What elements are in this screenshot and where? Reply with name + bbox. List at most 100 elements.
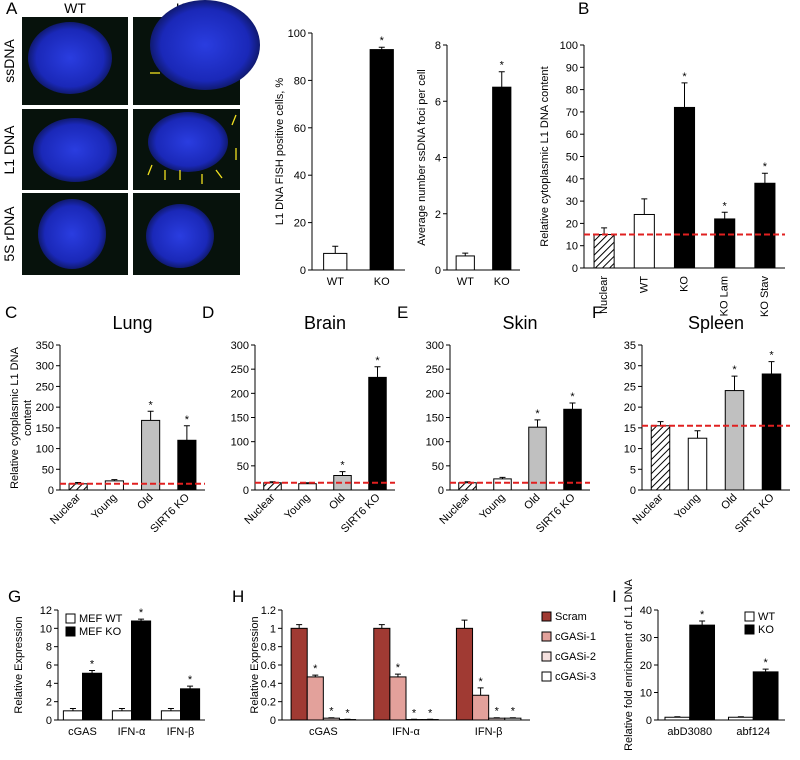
error-bar bbox=[731, 375, 738, 391]
error-bar bbox=[187, 685, 194, 689]
x-tick-label: IFN-β bbox=[475, 726, 503, 738]
bar bbox=[493, 478, 512, 491]
panel-letter: B bbox=[578, 0, 589, 18]
bar bbox=[633, 213, 655, 269]
y-tick-label: 90 bbox=[566, 62, 578, 74]
error-bar bbox=[183, 425, 190, 441]
error-bar bbox=[674, 716, 681, 718]
y-tick-label: 20 bbox=[640, 660, 652, 672]
x-tick-label: SIRT6 KO bbox=[148, 491, 192, 535]
y-tick-label: 40 bbox=[294, 170, 306, 182]
error-bar bbox=[641, 198, 648, 215]
bar bbox=[141, 419, 161, 491]
legend-label: Scram bbox=[555, 611, 587, 623]
x-tick-label: Old bbox=[719, 492, 740, 513]
significance: * bbox=[329, 706, 334, 718]
panel-letter: G bbox=[8, 587, 21, 606]
nucleus bbox=[148, 112, 228, 172]
x-tick-label: Young bbox=[477, 492, 507, 522]
y-axis-label: Average number ssDNA foci per cell bbox=[416, 69, 428, 246]
y-tick-label: 50 bbox=[237, 461, 249, 473]
error-bar bbox=[394, 673, 401, 677]
panel-letter: H bbox=[232, 587, 244, 606]
y-tick-label: 300 bbox=[36, 361, 54, 373]
y-tick-label: 0.2 bbox=[261, 697, 276, 709]
significance: * bbox=[148, 399, 153, 411]
error-bar bbox=[569, 402, 576, 410]
arrows bbox=[147, 72, 237, 184]
bar bbox=[724, 390, 745, 491]
y-tick-label: 0 bbox=[46, 715, 52, 727]
bar bbox=[104, 480, 124, 491]
y-tick-label: 6 bbox=[435, 96, 441, 108]
error-bar bbox=[699, 620, 706, 626]
x-tick-label: Young bbox=[282, 492, 312, 522]
legend-swatch bbox=[744, 624, 755, 635]
y-tick-label: 100 bbox=[231, 437, 249, 449]
bar bbox=[177, 439, 197, 491]
bar bbox=[263, 482, 282, 491]
y-tick-label: 250 bbox=[36, 381, 54, 393]
significance: * bbox=[428, 707, 433, 719]
y-tick-label: 150 bbox=[231, 413, 249, 425]
y-tick-label: 15 bbox=[624, 423, 636, 435]
error-bar bbox=[296, 624, 303, 629]
bar bbox=[472, 694, 490, 721]
x-tick-label: KO bbox=[679, 276, 691, 292]
x-tick-label: cGAS bbox=[309, 726, 338, 738]
y-tick-label: 1.2 bbox=[261, 605, 276, 617]
y-tick-label: 2 bbox=[46, 697, 52, 709]
bar bbox=[111, 710, 132, 721]
legend-label: MEF KO bbox=[79, 626, 122, 638]
y-tick-label: 80 bbox=[566, 85, 578, 97]
nucleus bbox=[38, 199, 106, 269]
significance: * bbox=[495, 706, 500, 718]
significance: * bbox=[188, 674, 193, 686]
x-tick-label: abf124 bbox=[736, 726, 770, 738]
bar bbox=[689, 624, 716, 721]
y-tick-label: 200 bbox=[231, 388, 249, 400]
y-tick-label: 4 bbox=[435, 153, 441, 165]
bar bbox=[754, 182, 776, 269]
x-tick-label: Nuclear bbox=[598, 276, 610, 314]
y-tick-label: 0 bbox=[572, 263, 578, 275]
y-tick-label: 4 bbox=[46, 678, 52, 690]
x-tick-label: IFN-α bbox=[392, 726, 420, 738]
bar bbox=[528, 426, 547, 491]
error-bar bbox=[111, 479, 118, 481]
y-tick-label: 30 bbox=[566, 196, 578, 208]
error-bar bbox=[138, 618, 145, 621]
nucleus bbox=[146, 204, 214, 268]
error-bar bbox=[694, 430, 701, 439]
error-bar bbox=[499, 476, 506, 479]
y-tick-label: 0 bbox=[48, 485, 54, 497]
legend-swatch bbox=[541, 631, 552, 642]
error-bar bbox=[762, 668, 769, 672]
y-tick-label: 30 bbox=[640, 633, 652, 645]
bar bbox=[290, 627, 308, 721]
nucleus bbox=[28, 22, 112, 94]
x-tick-label: Young bbox=[672, 492, 702, 522]
bar bbox=[563, 408, 582, 491]
bar bbox=[373, 627, 391, 721]
column-label: WT bbox=[64, 0, 86, 16]
legend-swatch bbox=[541, 651, 552, 662]
significance: * bbox=[185, 414, 190, 426]
y-axis-label: L1 DNA FISH positive cells, % bbox=[274, 78, 286, 226]
row-label: 5S rDNA bbox=[1, 206, 17, 262]
x-tick-label: IFN-α bbox=[118, 726, 146, 738]
y-tick-label: 100 bbox=[426, 437, 444, 449]
bar bbox=[752, 671, 779, 721]
error-bar bbox=[378, 46, 385, 50]
legend-label: WT bbox=[758, 611, 775, 623]
x-tick-label: cGAS bbox=[68, 726, 97, 738]
y-tick-label: 20 bbox=[566, 218, 578, 230]
y-tick-label: 10 bbox=[640, 688, 652, 700]
y-tick-label: 250 bbox=[426, 364, 444, 376]
y-tick-label: 2 bbox=[435, 209, 441, 221]
error-bar bbox=[601, 227, 608, 235]
error-bar bbox=[312, 674, 319, 677]
y-tick-label: 70 bbox=[566, 107, 578, 119]
